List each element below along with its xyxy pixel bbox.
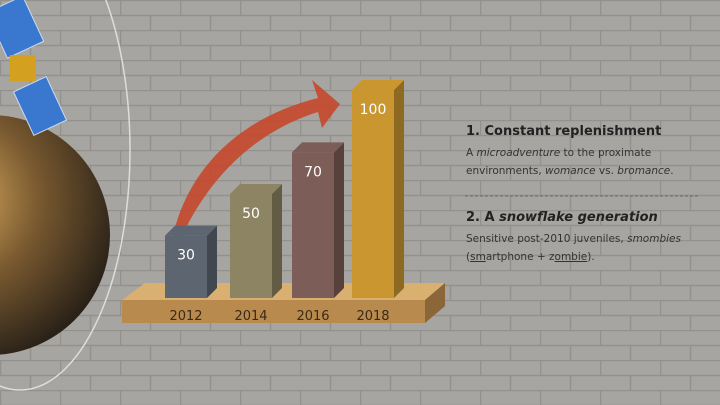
globe [0, 115, 110, 355]
bar-side [394, 80, 404, 298]
text-run: to the proximate environments, [466, 147, 652, 177]
value-label: 70 [304, 164, 322, 180]
text-run: sm [470, 251, 486, 263]
text-run: ). [587, 251, 595, 263]
text-run: vs. [595, 165, 618, 177]
text-run: Sensitive post-2010 juveniles, [466, 233, 628, 245]
x-tick-label: 2016 [296, 309, 329, 324]
bar [165, 235, 207, 298]
note-heading: 2. A snowflake generation [466, 210, 706, 225]
text-run: smombies [627, 233, 681, 245]
bar [352, 90, 394, 298]
x-tick-label: 2018 [356, 309, 389, 324]
text-run: ( [466, 251, 471, 263]
note-heading: 1. Constant replenishment [466, 124, 706, 139]
bar-side [272, 184, 282, 298]
x-tick-label: 2012 [169, 309, 202, 324]
bar [292, 152, 334, 298]
text-run: artphone + z [485, 251, 555, 263]
satellite [0, 0, 68, 137]
text-run: snowflake generation [499, 210, 658, 225]
trend-arrow [170, 80, 340, 252]
platform-front [122, 300, 425, 323]
text-run: womance [545, 165, 596, 177]
note: 1. Constant replenishment A microadventu… [466, 124, 706, 180]
bar-top [292, 142, 344, 153]
note-body: A microadventure to the proximate enviro… [466, 144, 706, 180]
value-label: 30 [177, 248, 195, 264]
note-body: Sensitive post-2010 juveniles, smombies … [466, 230, 706, 266]
text-run: bromance [617, 165, 671, 177]
text-run: A [466, 147, 477, 159]
x-tick-label: 2014 [234, 309, 267, 324]
text-run: microadventure [476, 147, 561, 159]
value-label: 100 [360, 102, 387, 118]
text-run: . [670, 165, 674, 177]
bar-side [334, 142, 344, 298]
platform-side [425, 283, 445, 323]
orbit [0, 0, 131, 391]
bar-top [165, 225, 217, 236]
bar-top [352, 80, 404, 90]
bar [230, 194, 272, 298]
note: 2. A snowflake generation Sensitive post… [466, 210, 706, 266]
text-run: ombie [554, 251, 588, 263]
text-run: 2. A [466, 210, 500, 225]
bar-top [230, 184, 282, 194]
value-label: 50 [242, 206, 260, 222]
bar-side [207, 225, 217, 298]
text-run: 1. Constant replenishment [466, 124, 662, 139]
